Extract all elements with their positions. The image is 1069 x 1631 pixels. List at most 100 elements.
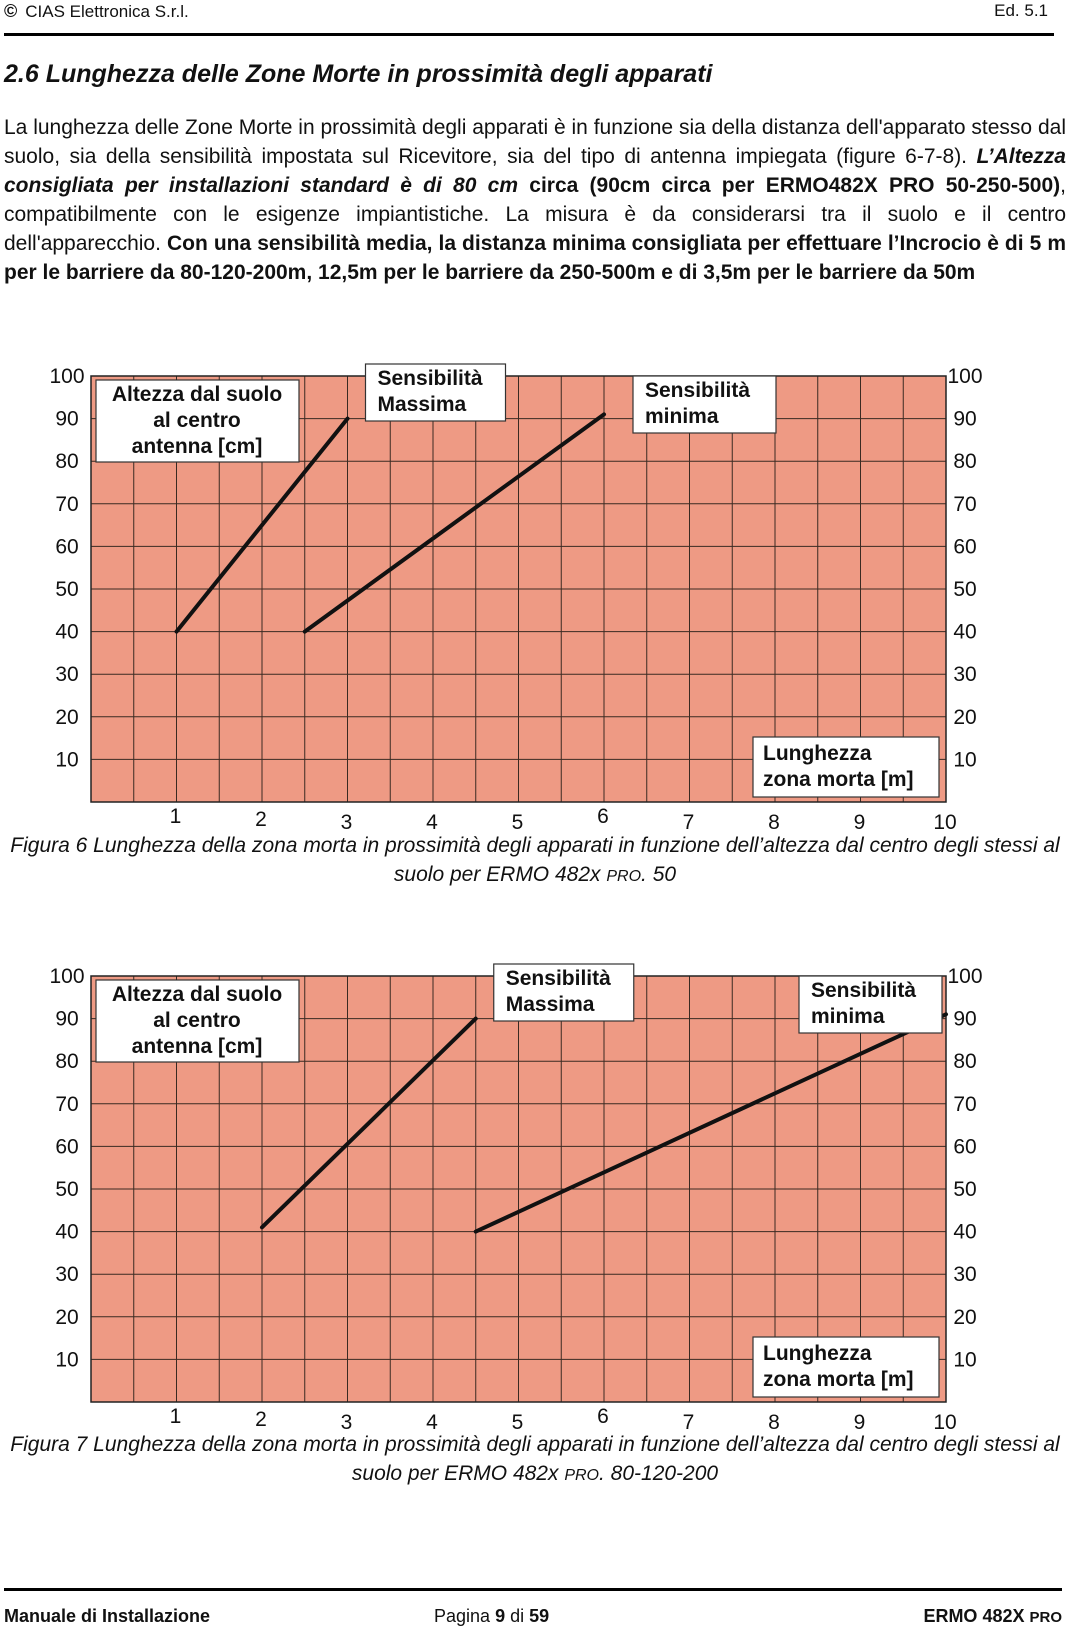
section-title: 2.6 Lunghezza delle Zone Morte in prossi… (4, 60, 713, 88)
series-line (302, 412, 606, 634)
y-tick-label-left: 70 (55, 493, 78, 516)
series-label-text: minima (811, 1005, 885, 1028)
x-axis-label-box (752, 736, 940, 798)
chart-svg: 100 100 90 90 80 80 70 70 60 60 50 50 40 40 30 30 20 20 10… (49, 363, 983, 832)
x-axis-label-text: zona morta [m] (763, 1368, 914, 1391)
x-tick-label: 10 (933, 811, 956, 832)
y-tick-label-left: 90 (55, 1008, 78, 1031)
y-axis-label-text: Altezza dal suolo (112, 983, 282, 1006)
y-tick-label-left: 60 (55, 1135, 78, 1158)
figure-6-chart: 100 100 90 90 80 80 70 70 60 60 50 50 40 40 30 30 20 20 10… (30, 362, 1040, 832)
series-label-text: minima (645, 405, 719, 428)
figure-6-caption: Figura 6 Lunghezza della zona morta in p… (10, 834, 1060, 886)
y-tick-label-left: 20 (55, 706, 78, 729)
x-tick-label: 8 (768, 811, 780, 832)
x-tick-label: 4 (426, 811, 438, 832)
y-tick-label-right: 90 (953, 408, 976, 431)
x-axis-label-text: Lunghezza (763, 742, 872, 765)
y-axis-label-box (95, 379, 300, 463)
body-paragraph: La lunghezza delle Zone Morte in prossim… (4, 116, 1067, 284)
y-tick-label-right: 10 (953, 1348, 976, 1371)
y-tick-label-right: 60 (953, 1135, 976, 1158)
y-tick-label-left: 30 (55, 663, 78, 686)
y-tick-label-right: 60 (953, 535, 976, 558)
series-label-text: Massima (378, 393, 467, 416)
y-tick-label-left: 30 (55, 1263, 78, 1286)
y-tick-label-right: 40 (953, 621, 976, 644)
y-tick-label-left: 50 (55, 578, 78, 601)
x-tick-label: 2 (255, 808, 267, 831)
y-tick-label-left: 80 (55, 1050, 78, 1073)
series-line (260, 1016, 478, 1230)
plot-border (90, 375, 947, 803)
series-label-text: Sensibilità (506, 967, 611, 990)
series-label-text: Sensibilità (645, 379, 750, 402)
y-tick-label-left: 20 (55, 1306, 78, 1329)
y-tick-label-left: 80 (55, 450, 78, 473)
x-tick-label: 5 (512, 811, 524, 832)
x-axis-label-box (752, 1336, 940, 1398)
y-tick-label-left: 100 (49, 365, 84, 388)
series-line (473, 1012, 948, 1234)
series-label-text: Sensibilità (378, 367, 483, 390)
y-axis-label-text: antenna [cm] (132, 435, 263, 458)
y-tick-label-right: 90 (953, 1008, 976, 1031)
x-tick-label: 1 (170, 805, 182, 828)
y-axis-label-text: antenna [cm] (132, 1035, 263, 1058)
footer-product: ERMO 482X PRO (923, 1606, 1062, 1626)
series-label-text: Sensibilità (811, 979, 916, 1002)
y-tick-label-right: 50 (953, 1178, 976, 1201)
y-tick-label-left: 40 (55, 621, 78, 644)
y-tick-label-left: 50 (55, 1178, 78, 1201)
y-tick-label-left: 90 (55, 408, 78, 431)
y-axis-label-box (95, 979, 300, 1063)
x-axis-label-text: Lunghezza (763, 1342, 872, 1365)
page-header: © CIAS Elettronica S.r.l. Ed. 5.1 (4, 0, 1054, 36)
header-edition: Ed. 5.1 (994, 1, 1048, 20)
y-tick-label-left: 10 (55, 748, 78, 771)
y-tick-label-right: 10 (953, 748, 976, 771)
y-axis-label-text: Altezza dal suolo (112, 383, 282, 406)
page-footer: Manuale di Installazione Pagina 9 di 59 … (4, 1588, 1062, 1631)
footer-manual-title: Manuale di Installazione (4, 1606, 211, 1626)
y-tick-label-left: 10 (55, 1348, 78, 1371)
copyright-symbol: © (4, 1, 18, 21)
y-tick-label-left: 70 (55, 1093, 78, 1116)
x-tick-label: 3 (341, 1411, 353, 1432)
figure-7-chart: 100 100 90 90 80 80 70 70 60 60 50 50 40 40 30 30 20 20 10… (30, 962, 1040, 1432)
x-tick-label: 3 (341, 811, 353, 832)
x-tick-label: 7 (683, 811, 695, 832)
x-tick-label: 6 (597, 1405, 609, 1428)
y-tick-label-right: 100 (947, 365, 982, 388)
y-tick-label-right: 50 (953, 578, 976, 601)
y-tick-label-right: 30 (953, 1263, 976, 1286)
footer-page-number: Pagina 9 di 59 (434, 1606, 550, 1626)
y-tick-label-right: 20 (953, 706, 976, 729)
series-label-box (364, 363, 507, 422)
series-label-box (493, 963, 635, 1022)
series-label-text: Massima (506, 993, 595, 1016)
x-tick-label: 1 (170, 1405, 182, 1428)
y-tick-label-right: 80 (953, 1050, 976, 1073)
y-tick-label-right: 80 (953, 450, 976, 473)
header-company: © CIAS Elettronica S.r.l. (4, 1, 189, 21)
y-tick-label-right: 20 (953, 1306, 976, 1329)
series-label-box (798, 975, 943, 1034)
x-tick-label: 10 (933, 1411, 956, 1432)
x-tick-label: 5 (512, 1411, 524, 1432)
x-axis-label-text: zona morta [m] (763, 768, 914, 791)
y-tick-label-right: 70 (953, 493, 976, 516)
x-tick-label: 4 (426, 1411, 438, 1432)
x-tick-label: 6 (597, 805, 609, 828)
y-tick-label-right: 100 (947, 965, 982, 988)
y-axis-label-text: al centro (153, 1009, 241, 1032)
y-tick-label-left: 100 (49, 965, 84, 988)
y-tick-label-right: 40 (953, 1221, 976, 1244)
y-tick-label-right: 70 (953, 1093, 976, 1116)
x-tick-label: 7 (683, 1411, 695, 1432)
x-tick-label: 9 (854, 1411, 866, 1432)
x-tick-label: 2 (255, 1408, 267, 1431)
y-tick-label-left: 60 (55, 535, 78, 558)
y-axis-label-text: al centro (153, 409, 241, 432)
chart-svg: 100 100 90 90 80 80 70 70 60 60 50 50 40 40 30 30 20 20 10… (49, 963, 983, 1432)
